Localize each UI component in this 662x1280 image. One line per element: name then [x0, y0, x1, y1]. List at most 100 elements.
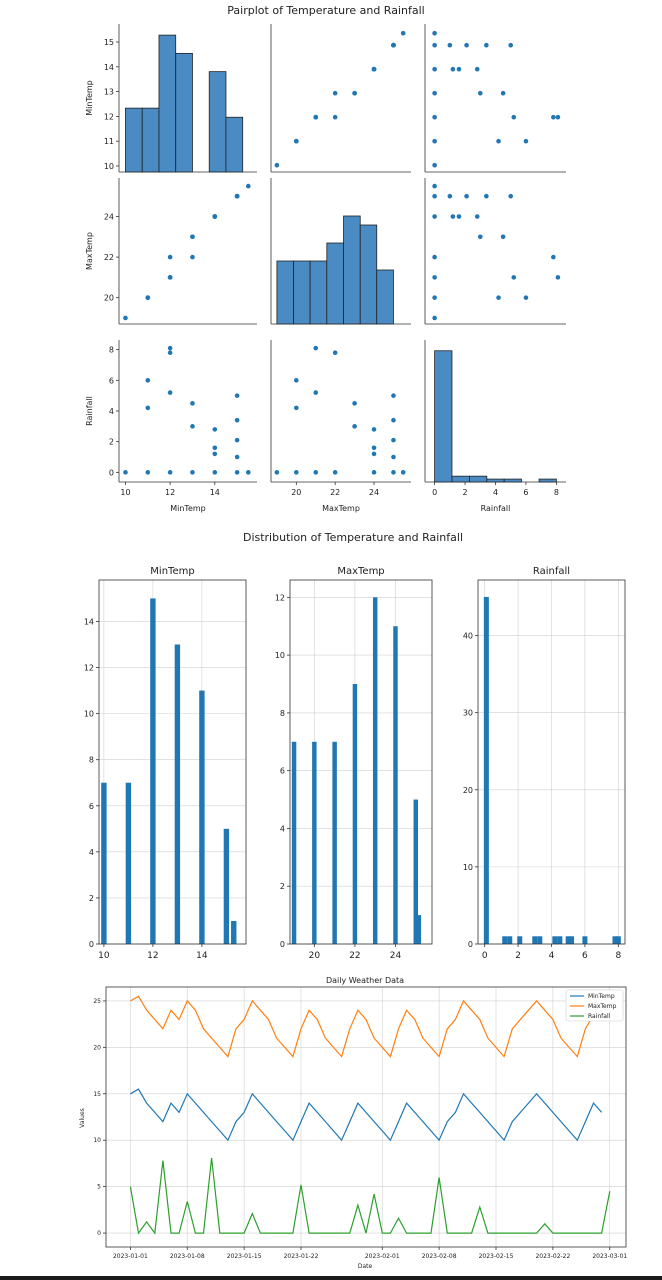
hist-bin	[343, 215, 361, 325]
hist-bar	[615, 936, 621, 944]
scatter-point	[313, 470, 319, 475]
scatter-point	[450, 66, 456, 72]
hist-panel-MinTemp: MinTemp 10 12 14 0 2 4 6 8 10 12 14	[84, 566, 247, 961]
pair-cell-MinTemp-vs-MinTemp: 10 11 12 13 14 15 MinTemp	[85, 24, 257, 173]
hist-bar	[352, 684, 358, 944]
hist-bin	[125, 107, 143, 173]
scatter-point	[190, 424, 195, 429]
hist-bin	[469, 475, 488, 483]
legend-label: MinTemp	[588, 993, 615, 1000]
scatter-point	[484, 193, 489, 199]
hist-bar	[312, 741, 317, 944]
x-tick-label: 0	[482, 951, 488, 961]
hist-bar	[150, 598, 156, 944]
scatter-point	[496, 138, 501, 144]
panel-title: MaxTemp	[337, 566, 384, 577]
scatter-point	[523, 295, 529, 300]
scatter-point	[432, 30, 437, 36]
y-tick-label: 20	[104, 294, 114, 303]
scatter-point	[400, 470, 406, 475]
legend: MinTemp MaxTemp Rainfall	[565, 989, 624, 1022]
y-tick-label: 10	[84, 710, 94, 719]
legend-label: Rainfall	[588, 1013, 611, 1020]
y-tick-label: 5	[97, 1184, 101, 1191]
y-tick-label: 14	[84, 617, 94, 626]
pair-cell-MinTemp-vs-MaxTemp	[270, 24, 411, 173]
y-tick-label: 15	[93, 1091, 101, 1098]
scatter-point	[167, 254, 173, 260]
series-line-Rainfall	[129, 1157, 611, 1235]
hist-bin	[359, 224, 378, 325]
scatter-point	[246, 470, 251, 475]
x-tick-label: 22	[349, 951, 360, 961]
scatter-point	[432, 90, 437, 96]
timeseries-ylabel: Values	[79, 1108, 86, 1128]
y-tick-label: 11	[104, 137, 114, 146]
pair-cell-Rainfall-vs-MaxTemp: 20 22 24 MaxTemp	[270, 340, 411, 513]
hist-bar	[517, 936, 523, 944]
y-tick-label: 10	[104, 162, 114, 171]
scatter-point	[464, 42, 469, 48]
y-tick-label: 4	[280, 824, 285, 833]
x-tick-label: 24	[369, 488, 379, 497]
hist-bar	[483, 596, 489, 944]
hist-bin	[309, 260, 328, 325]
x-tick-label: 2	[515, 951, 521, 961]
scatter-point	[167, 345, 173, 351]
pair-cell-MaxTemp-vs-Rainfall	[424, 178, 566, 325]
scatter-point	[167, 275, 173, 280]
scatter-point	[167, 470, 173, 475]
hist-bar	[291, 741, 297, 944]
y-tick-label: 6	[109, 376, 114, 385]
hist-bar	[332, 741, 337, 944]
hist-bar	[223, 828, 230, 944]
scatter-point	[294, 470, 299, 475]
series-line-MinTemp	[130, 1088, 603, 1142]
scatter-point	[313, 390, 319, 395]
y-tick-label: 10	[463, 863, 473, 872]
scatter-point	[511, 114, 517, 120]
hist-bar	[565, 936, 571, 944]
scatter-point	[145, 405, 151, 411]
scatter-point	[432, 214, 437, 219]
hist-bin	[158, 34, 177, 173]
y-tick-label: 10	[93, 1137, 101, 1144]
hist-bar	[502, 936, 508, 944]
x-tick-label: 6	[582, 951, 588, 961]
hist-bar	[532, 936, 538, 944]
scatter-point	[508, 42, 514, 48]
scatter-point	[432, 315, 437, 321]
hist-bar	[101, 782, 107, 944]
ts-frame	[105, 986, 627, 1248]
x-axis-label: MinTemp	[170, 504, 206, 513]
legend-label: MaxTemp	[588, 1003, 617, 1010]
y-tick-label: 2	[89, 894, 94, 903]
scatter-point	[391, 42, 396, 48]
hist-bin	[538, 478, 557, 483]
scatter-point	[432, 114, 437, 120]
scatter-point	[313, 345, 319, 351]
scatter-point	[234, 193, 240, 199]
hist-bin	[434, 350, 453, 483]
scatter-point	[432, 295, 437, 300]
y-tick-label: 15	[104, 38, 114, 47]
scatter-point	[371, 451, 377, 457]
pairplot-title: Pairplot of Temperature and Rainfall	[227, 4, 424, 17]
scatter-point	[555, 275, 561, 280]
scatter-point	[432, 66, 437, 72]
y-tick-label: 0	[109, 468, 114, 477]
hist-bar	[612, 936, 618, 944]
scatter-point	[432, 193, 437, 199]
hist-bin	[486, 478, 505, 483]
scatter-point	[371, 427, 377, 432]
scatter-point	[508, 193, 514, 199]
scatter-point	[332, 470, 338, 475]
x-axis-label: Rainfall	[481, 504, 511, 513]
hist-bar	[552, 936, 558, 944]
scatter-point	[352, 424, 357, 429]
scatter-point	[447, 42, 453, 48]
panel-title: Rainfall	[533, 566, 570, 577]
